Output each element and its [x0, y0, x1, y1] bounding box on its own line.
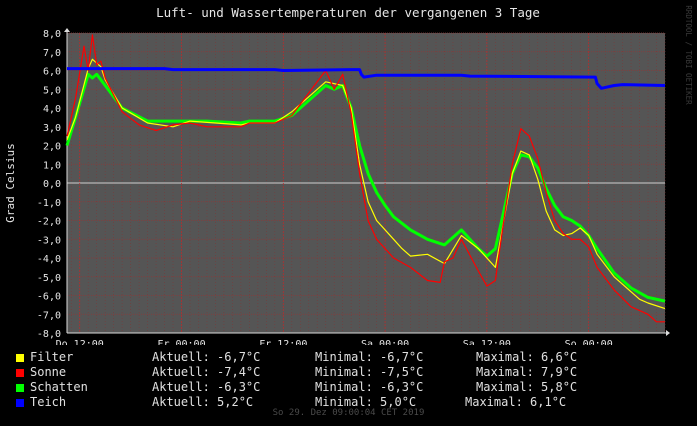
y-tick-label: 8,0	[43, 29, 61, 40]
y-tick-label: -1,0	[37, 198, 61, 209]
y-tick-label: -5,0	[37, 273, 61, 284]
legend-maximal: Maximal: 5,8°C	[476, 380, 578, 394]
legend-minimal: Minimal: -7,5°C	[315, 365, 424, 379]
timestamp-footer: So 29. Dez 09:00:04 CET 2019	[272, 408, 425, 418]
grid	[64, 28, 670, 336]
y-axis-arrow	[64, 28, 70, 32]
temperature-chart: Luft- und Wassertemperaturen der vergang…	[4, 5, 693, 345]
legend-name: Sonne	[30, 365, 67, 379]
legend-name: Teich	[30, 395, 67, 409]
legend-swatch-schatten	[16, 384, 24, 392]
legend-aktuell: Aktuell: 5,2°C	[152, 395, 254, 409]
y-tick-label: -7,0	[37, 310, 61, 321]
legend-aktuell: Aktuell: -7,4°C	[152, 365, 261, 379]
y-tick-label: 5,0	[43, 85, 61, 96]
series-lines	[65, 34, 666, 323]
series-line-sonne	[66, 34, 665, 323]
legend-minimal: Minimal: -6,3°C	[315, 380, 424, 394]
y-tick-label: 1,0	[43, 160, 61, 171]
y-tick-label: -3,0	[37, 235, 61, 246]
x-tick-labels: Do 12:00 Fr 00:00 Fr 12:00 Sa 00:00 Sa 12:00…	[56, 339, 613, 345]
legend-maximal: Maximal: 7,9°C	[476, 365, 578, 379]
y-tick-label: -6,0	[37, 292, 61, 303]
y-tick-label: 6,0	[43, 67, 61, 78]
rrdtool-credit-label: RRDTOOL / TOBI OETIKER	[684, 5, 693, 105]
legend-swatch-teich	[16, 399, 24, 407]
x-tick-label: Sa 00:00	[361, 339, 409, 345]
x-tick-label: Do 12:00	[56, 339, 104, 345]
legend-swatch-sonne	[16, 369, 24, 377]
x-tick-label: Sa 12:00	[463, 339, 511, 345]
series-line-filter	[66, 58, 666, 310]
x-tick-label: So 00:00	[565, 339, 613, 345]
y-tick-label: -4,0	[37, 254, 61, 265]
legend-aktuell: Aktuell: -6,7°C	[152, 350, 261, 364]
legend-row-sonne: Sonne Aktuell: -7,4°C Minimal: -7,5°C Ma…	[0, 365, 697, 381]
legend-row-schatten: Schatten Aktuell: -6,3°C Minimal: -6,3°C…	[0, 380, 697, 396]
series-line-teich	[67, 67, 666, 90]
series-line-schatten	[65, 72, 666, 303]
y-tick-label: 7,0	[43, 48, 61, 59]
y-tick-label: 2,0	[43, 142, 61, 153]
x-tick-label: Fr 12:00	[259, 339, 307, 345]
y-tick-label: -8,0	[37, 329, 61, 340]
legend-row-filter: Filter Aktuell: -6,7°C Minimal: -6,7°C M…	[0, 350, 697, 366]
x-tick-label: Fr 00:00	[157, 339, 205, 345]
legend-minimal: Minimal: 5,0°C	[315, 395, 417, 409]
x-axis-arrow	[666, 330, 670, 336]
legend-aktuell: Aktuell: -6,3°C	[152, 380, 261, 394]
y-tick-labels: 8,0 7,0 6,0 5,0 4,0 3,0 2,0 1,0 0,0 -1,0 -2,0 -3,0 -…	[37, 29, 61, 340]
legend-swatch-filter	[16, 354, 24, 362]
legend-maximal: Maximal: 6,1°C	[465, 395, 567, 409]
legend-row-teich: Teich Aktuell: 5,2°C Minimal: 5,0°C Maxi…	[0, 395, 697, 411]
y-tick-label: 3,0	[43, 123, 61, 134]
y-tick-label: -2,0	[37, 217, 61, 228]
y-tick-label: 4,0	[43, 104, 61, 115]
legend-maximal: Maximal: 6,6°C	[476, 350, 578, 364]
y-axis-label: Grad Celsius	[4, 143, 17, 222]
legend-name: Schatten	[30, 380, 88, 394]
legend-minimal: Minimal: -6,7°C	[315, 350, 424, 364]
chart-title: Luft- und Wassertemperaturen der vergang…	[156, 5, 540, 20]
legend-name: Filter	[30, 350, 74, 364]
y-tick-label: 0,0	[43, 179, 61, 190]
